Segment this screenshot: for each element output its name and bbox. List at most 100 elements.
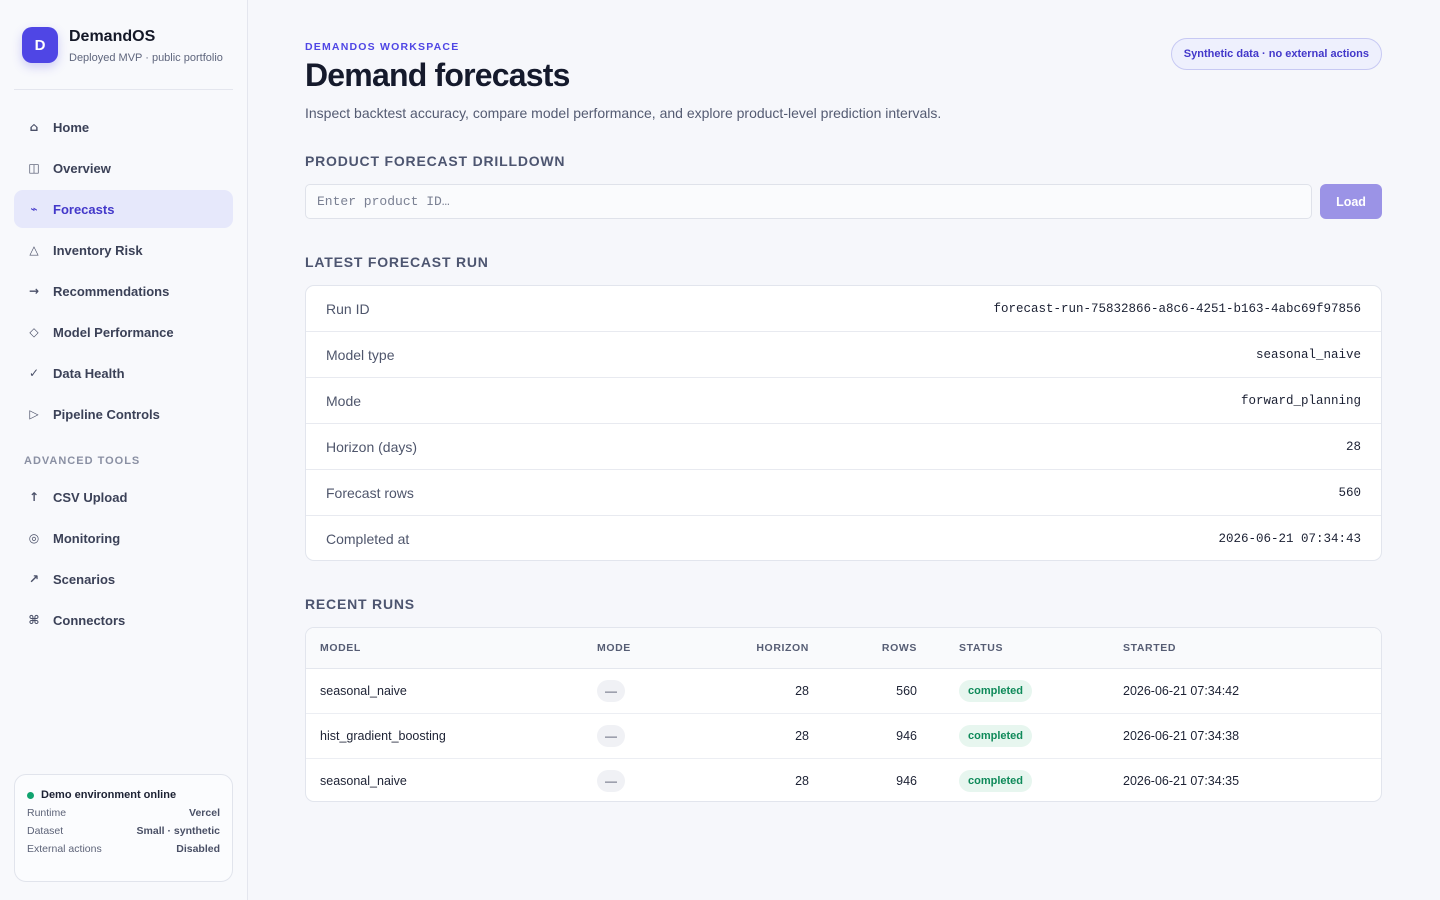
sidebar-item-connectors[interactable]: ⌘ Connectors [14,601,233,639]
cell-rows: 560 [823,668,931,714]
environment-row-label: Dataset [27,825,64,837]
environment-row-value: Vercel [189,807,220,819]
sidebar-divider [14,89,233,90]
environment-row-label: External actions [27,843,102,855]
sidebar-item-label: Model Performance [53,324,174,340]
status-dot-icon [27,791,34,799]
sidebar-item-label: Overview [53,160,111,176]
kv-label: Horizon (days) [326,438,418,455]
page-title: Demand forecasts [305,57,570,93]
recent-runs-table: MODEL MODE HORIZON ROWS STATUS STARTED s… [306,628,1381,801]
home-icon: ⌂ [29,120,39,134]
completed-at-row: Completed at 2026-06-21 07:34:43 [306,516,1381,560]
check-icon: ✓ [28,366,40,380]
sidebar-item-inventory-risk[interactable]: △ Inventory Risk [14,231,233,269]
table-row[interactable]: seasonal_naive — 28 946 completed 2026-0… [306,758,1381,801]
column-header-model[interactable]: MODEL [306,628,583,669]
brand-text: DemandOS Deployed MVP · public portfolio [69,27,223,64]
sidebar-item-overview[interactable]: ◫ Overview [14,149,233,187]
cell-rows: 946 [896,773,917,788]
cell-started: 2026-06-21 07:34:42 [1109,668,1381,714]
model-type-row: Model type seasonal_naive [306,332,1381,378]
cell-started: 2026-06-21 07:34:35 [1123,773,1240,788]
upload-icon: ↑ [28,490,40,504]
cell-mode: — [583,713,703,759]
latest-run-card: Run ID forecast-run-75832866-a8c6-4251-b… [305,285,1382,561]
kv-value: 28 [1345,439,1361,454]
cell-status: completed [931,668,1109,714]
workspace-eyebrow: DEMANDOS WORKSPACE [305,41,460,53]
cell-rows: 946 [823,713,931,759]
main-content: DEMANDOS WORKSPACE Demand forecasts Insp… [248,0,1440,900]
kv-label: Forecast rows [326,484,414,501]
recent-runs-section-title: RECENT RUNS [305,596,415,612]
sidebar-item-label: Forecasts [53,201,115,217]
synthetic-data-badge: Synthetic data · no external actions [1170,38,1382,70]
load-button[interactable]: Load [1320,184,1382,219]
mode-row: Mode forward_planning [306,378,1381,424]
drilldown-section-title: PRODUCT FORECAST DRILLDOWN [305,153,566,169]
kv-value: forecast-run-75832866-a8c6-4251-b163-4ab… [993,301,1361,316]
mode-pill: — [597,679,625,702]
mode-pill: — [597,724,625,747]
cell-status: completed [931,758,1109,801]
target-icon: ◎ [28,531,40,545]
warning-triangle-icon: △ [29,243,39,257]
brand[interactable]: D DemandOS Deployed MVP · public portfol… [22,27,223,64]
cell-horizon: 28 [703,713,823,759]
column-header-started[interactable]: STARTED [1109,628,1381,669]
environment-row-dataset: Dataset Small · synthetic [27,825,220,837]
status-badge: completed [959,769,1033,792]
kv-label: Run ID [326,300,370,317]
table-row[interactable]: seasonal_naive — 28 560 completed 2026-0… [306,668,1381,714]
kv-label: Model type [326,346,395,363]
column-header-rows[interactable]: ROWS [823,628,931,669]
grid-icon: ◫ [28,161,40,175]
environment-status-label: Demo environment online [41,789,177,801]
environment-status: Demo environment online [27,789,220,801]
sidebar-item-model-performance[interactable]: ◇ Model Performance [14,313,233,351]
column-header-status[interactable]: STATUS [931,628,1109,669]
table-header-row: MODEL MODE HORIZON ROWS STATUS STARTED [306,628,1381,669]
sidebar-item-scenarios[interactable]: ↗ Scenarios [14,560,233,598]
sidebar-item-pipeline-controls[interactable]: ▷ Pipeline Controls [14,395,233,433]
sidebar-item-label: Recommendations [53,283,170,299]
arrow-right-icon: → [28,284,40,298]
sidebar-item-label: Data Health [53,365,125,381]
kv-value: 2026-06-21 07:34:43 [1218,532,1361,546]
environment-row-value: Small · synthetic [136,825,220,837]
table-row[interactable]: hist_gradient_boosting — 28 946 complete… [306,713,1381,759]
sidebar-item-forecasts[interactable]: ⌁ Forecasts [14,190,233,228]
sidebar-item-data-health[interactable]: ✓ Data Health [14,354,233,392]
kv-label: Mode [326,392,362,409]
sidebar-item-label: Monitoring [53,530,121,546]
environment-row-runtime: Runtime Vercel [27,807,220,819]
kv-value: 560 [1338,485,1361,500]
cell-mode: — [583,758,703,801]
sidebar-item-label: Inventory Risk [53,242,143,258]
run-id-row: Run ID forecast-run-75832866-a8c6-4251-b… [306,286,1381,332]
cell-model: seasonal_naive [306,668,583,714]
sidebar-item-label: Scenarios [53,571,116,587]
page-subtitle: Inspect backtest accuracy, compare model… [305,105,942,121]
arrow-up-right-icon: ↗ [28,572,40,586]
forecast-rows-row: Forecast rows 560 [306,470,1381,516]
sidebar-item-recommendations[interactable]: → Recommendations [14,272,233,310]
column-header-mode[interactable]: MODE [583,628,703,669]
column-header-horizon[interactable]: HORIZON [703,628,823,669]
cell-started: 2026-06-21 07:34:38 [1109,713,1381,759]
diamond-icon: ◇ [29,325,39,339]
recent-runs-table-card: MODEL MODE HORIZON ROWS STATUS STARTED s… [305,627,1382,802]
environment-row-value: Disabled [176,843,220,855]
kv-value: forward_planning [1240,393,1361,408]
status-badge: completed [959,724,1033,747]
sidebar-item-monitoring[interactable]: ◎ Monitoring [14,519,233,557]
cell-mode: — [583,668,703,714]
environment-card: Demo environment online Runtime Vercel D… [14,774,233,882]
product-id-input[interactable] [305,184,1312,219]
sidebar: D DemandOS Deployed MVP · public portfol… [0,0,248,900]
kv-value: seasonal_naive [1255,347,1361,362]
sidebar-item-home[interactable]: ⌂ Home [14,108,233,146]
sidebar-item-csv-upload[interactable]: ↑ CSV Upload [14,478,233,516]
sidebar-item-label: Home [53,119,90,135]
